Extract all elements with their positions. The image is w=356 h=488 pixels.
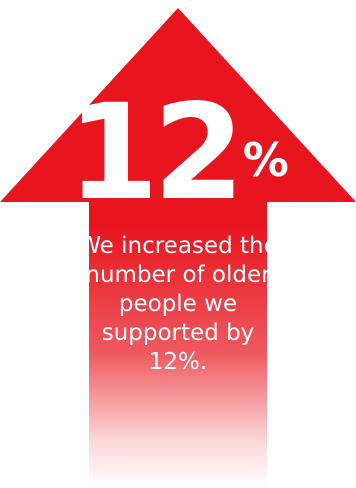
stat-figure: 12% (0, 78, 356, 228)
stat-unit: % (242, 133, 289, 187)
stat-value: 12 (67, 76, 245, 230)
stat-caption: We increased the number of older people … (78, 233, 278, 375)
arrow-shape (0, 8, 356, 488)
